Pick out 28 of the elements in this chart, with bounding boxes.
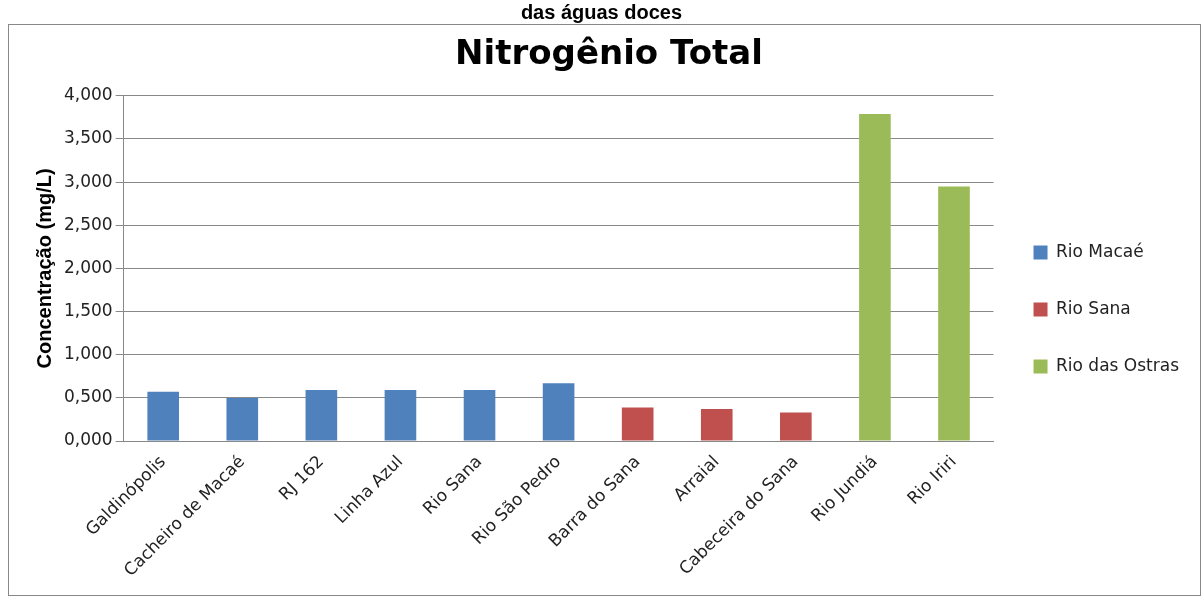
y-tick-label: 0,000	[64, 429, 113, 450]
bar	[780, 412, 812, 441]
x-tick-label: Rio Iriri	[902, 451, 960, 509]
y-axis-title: Concentração (mg/L)	[32, 168, 55, 369]
legend-label: Rio das Ostras	[1056, 354, 1180, 375]
text: das águas doces	[520, 1, 683, 23]
bar	[147, 391, 180, 441]
y-tick-label: 4,000	[64, 84, 113, 105]
bar	[463, 390, 496, 441]
bar	[305, 390, 338, 441]
y-tick-label: 3,000	[64, 170, 113, 191]
chart-title: Nitrogênio Total	[455, 32, 763, 73]
bar	[384, 390, 417, 441]
bar	[542, 383, 575, 441]
bar	[938, 186, 970, 441]
bar	[700, 409, 733, 441]
legend-label: Rio Macaé	[1056, 240, 1144, 261]
legend-label: Rio Sana	[1056, 297, 1131, 318]
y-tick-label: 2,500	[64, 213, 113, 234]
y-tick-label: 3,500	[64, 127, 113, 148]
x-tick-label: RJ 162	[274, 451, 328, 504]
y-tick-label: 1,500	[64, 300, 113, 320]
bar	[226, 397, 259, 441]
bar	[859, 113, 891, 441]
y-tick-label: 1,000	[64, 343, 113, 364]
y-tick-label: 2,000	[64, 256, 113, 277]
bar	[621, 407, 654, 441]
y-tick-label: 0,500	[64, 386, 113, 407]
